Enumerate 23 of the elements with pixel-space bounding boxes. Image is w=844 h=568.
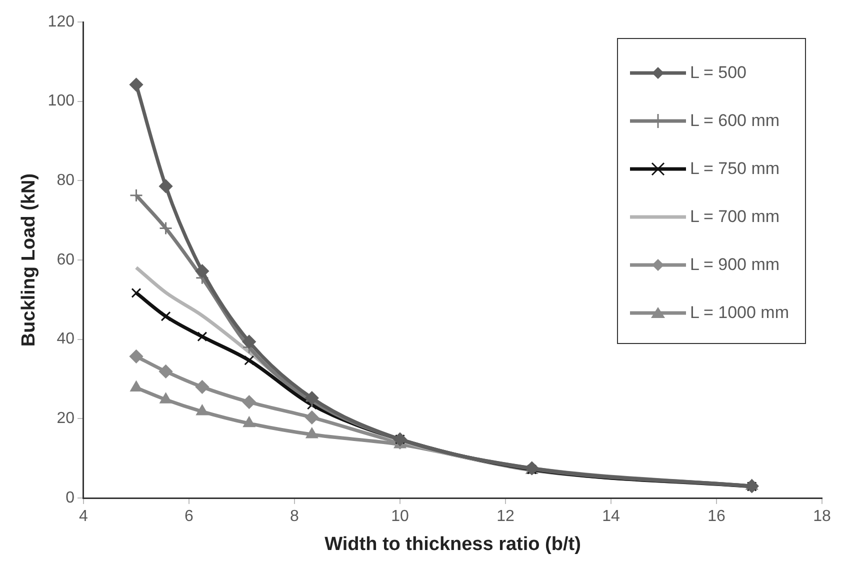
x-tick-label: 10	[391, 508, 409, 526]
x-tick-label: 14	[602, 508, 620, 526]
x-tick-label: 12	[496, 508, 514, 526]
legend-label: L = 750 mm	[690, 159, 780, 179]
x-tick-label: 16	[708, 508, 726, 526]
x-tick-label: 4	[79, 508, 88, 526]
y-tick-label: 40	[56, 330, 75, 348]
y-tick-label: 60	[56, 251, 75, 268]
legend-label: L = 900 mm	[690, 255, 780, 275]
x-axis-title: Width to thickness ratio (b/t)	[324, 534, 581, 555]
x-tick-label: 6	[184, 508, 194, 526]
x-tick-label: 8	[290, 508, 300, 526]
y-tick-label: 0	[66, 489, 75, 506]
legend-label: L = 700 mm	[690, 207, 780, 227]
y-tick-label: 100	[48, 92, 75, 110]
legend-label: L = 600 mm	[690, 111, 780, 131]
legend-label: L = 500	[690, 63, 746, 83]
legend-label: L = 1000 mm	[690, 303, 789, 323]
y-tick-label: 80	[56, 172, 75, 190]
y-tick-label: 120	[48, 13, 75, 30]
y-tick-label: 20	[56, 410, 75, 428]
x-tick-label: 18	[813, 508, 831, 526]
y-axis-title: Buckling Load (kN)	[18, 173, 40, 347]
